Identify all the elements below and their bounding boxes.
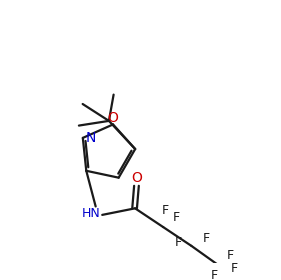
Text: F: F	[231, 262, 238, 275]
Text: O: O	[108, 111, 119, 125]
Text: N: N	[85, 131, 96, 145]
Text: HN: HN	[81, 207, 100, 220]
Text: F: F	[162, 204, 169, 217]
Text: F: F	[173, 211, 180, 224]
Text: F: F	[227, 249, 234, 262]
Text: F: F	[203, 232, 210, 245]
Text: F: F	[175, 235, 182, 249]
Text: O: O	[132, 171, 142, 185]
Text: F: F	[210, 269, 217, 280]
